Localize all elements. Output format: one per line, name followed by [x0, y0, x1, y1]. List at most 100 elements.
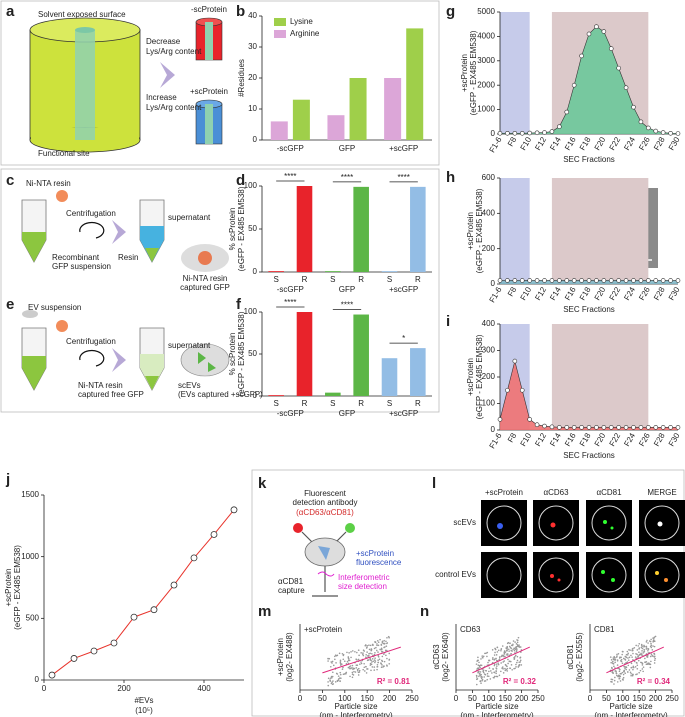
y-tick-label: 3000	[477, 56, 495, 65]
scatter-dot	[332, 664, 335, 667]
scatter-dot	[493, 671, 496, 674]
scatter-dot	[489, 678, 492, 680]
scatter-dot	[646, 655, 648, 658]
scatter-dot	[632, 652, 634, 655]
scatter-dot	[641, 668, 644, 670]
y-axis-label: +scProtein	[276, 638, 285, 676]
scatter-dot	[514, 648, 517, 651]
point	[505, 387, 510, 393]
scatter-dot	[640, 652, 642, 655]
point	[616, 278, 621, 283]
y-axis-label: (log2- EX555)	[575, 632, 584, 682]
scatter-dot	[492, 668, 494, 670]
scatter-dot	[632, 665, 635, 668]
scatter-dot	[631, 666, 633, 669]
y-tick-label: 50	[248, 349, 257, 358]
scatter-dot	[502, 661, 505, 663]
x-tick-label: 0	[454, 694, 459, 703]
point	[48, 671, 56, 679]
fit-line	[322, 646, 401, 674]
scatter-dot	[500, 649, 502, 652]
scatter-dot	[650, 646, 653, 649]
bar	[349, 78, 367, 140]
scatter-dot	[486, 672, 489, 675]
x-tick-label: -scGFP	[277, 144, 304, 153]
label: detection antibody	[293, 498, 358, 507]
scatter-dot	[630, 674, 632, 677]
y-tick-label: 200	[482, 372, 496, 381]
scatter-dot	[512, 648, 514, 651]
scatter-dot	[371, 658, 374, 660]
scatter-dot	[616, 674, 618, 677]
scatter-dot	[506, 653, 508, 655]
point	[512, 278, 518, 283]
scatter-dot	[517, 645, 519, 647]
point	[505, 130, 510, 136]
panel-letter: e	[6, 296, 14, 313]
scatter-dot	[650, 638, 652, 641]
x-tick-label: F28	[652, 431, 667, 448]
scatter-dot	[654, 657, 657, 660]
x-axis-label: SEC Fractions	[563, 305, 615, 314]
scatter-dot	[379, 648, 381, 651]
label: Decrease	[146, 37, 181, 46]
panel-letter: n	[420, 603, 429, 620]
scatter-dot	[642, 652, 644, 654]
x-tick-label: F30	[667, 431, 682, 448]
scatter-dot	[637, 659, 640, 662]
y-tick-label: 400	[482, 319, 496, 328]
y-tick-label: 5000	[477, 7, 495, 16]
axis	[261, 186, 432, 273]
bar	[410, 348, 426, 396]
scatter-dot	[493, 659, 496, 661]
scatter-dot	[515, 663, 517, 666]
point	[527, 417, 532, 422]
scatter-dot	[514, 667, 516, 670]
scatter-dot	[629, 649, 631, 651]
point	[557, 278, 562, 283]
scatter-dot	[638, 651, 640, 654]
label: (αCD63/αCD81)	[296, 508, 354, 517]
scatter-dot	[509, 642, 511, 645]
point	[608, 46, 614, 51]
label: GFP suspension	[52, 262, 111, 271]
scatter-dot	[477, 656, 479, 659]
scatter-dot	[334, 654, 337, 656]
bar	[325, 271, 341, 272]
bar	[353, 186, 369, 272]
scatter-dot	[644, 657, 646, 660]
y-tick-label: 2000	[477, 80, 495, 89]
scatter-dot	[334, 681, 337, 683]
scatter-dot	[376, 644, 378, 647]
scatter-dot	[500, 648, 503, 651]
scatter-dot	[342, 673, 345, 676]
scatter-dot	[512, 643, 514, 646]
bar	[325, 392, 341, 396]
x-tick-label: F12	[533, 285, 548, 302]
scatter-dot	[339, 671, 342, 674]
scatter-dot	[503, 660, 506, 662]
scatter-dot	[486, 675, 489, 677]
scatter-dot	[483, 673, 486, 675]
scatter-dot	[648, 640, 651, 642]
panel-title: +scProtein	[304, 625, 342, 634]
point	[608, 425, 614, 430]
point	[130, 613, 138, 621]
scatter-dot	[636, 673, 638, 675]
x-tick-label: S	[387, 399, 392, 408]
scatter-dot	[504, 655, 506, 658]
scatter-dot	[381, 659, 383, 662]
point	[623, 425, 629, 430]
y-axis-label: % scProtein	[228, 333, 237, 376]
x-tick-label: 250	[665, 694, 679, 703]
scatter-dot	[504, 669, 507, 672]
scatter-dot	[612, 660, 614, 663]
y-tick-label: 4000	[477, 32, 495, 41]
scatter-dot	[375, 649, 378, 652]
scatter-dot	[329, 665, 332, 668]
scatter-dot	[331, 675, 334, 678]
x-tick-label: F28	[652, 285, 667, 302]
label: EV suspension	[28, 303, 81, 312]
r-squared: R² = 0.81	[377, 677, 411, 686]
